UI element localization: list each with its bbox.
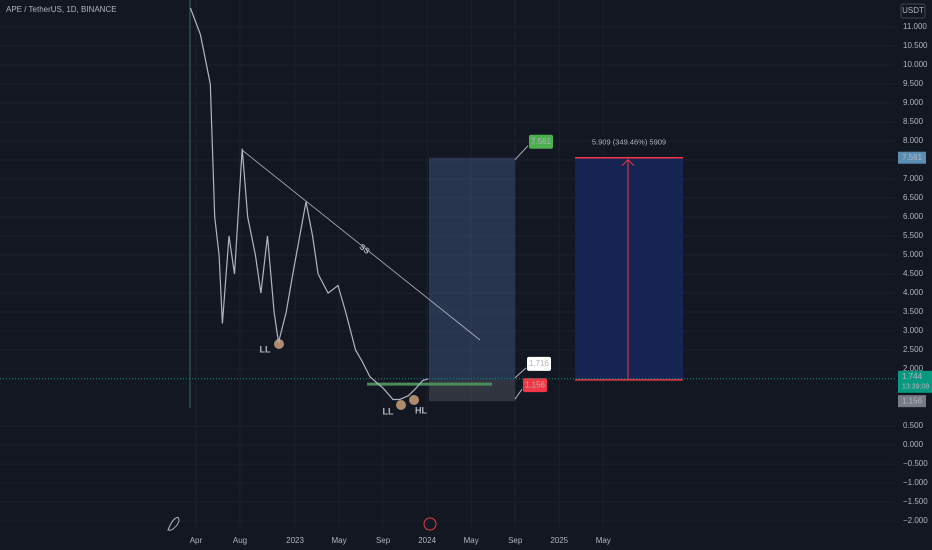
profit-zone: [429, 157, 515, 380]
leader: [514, 388, 523, 400]
y-tick-label: 10.500: [903, 41, 928, 50]
axis-tag-bg: [898, 395, 926, 408]
price-axis: 11.000 10.500 10.000 9.500 9.000 8.500 8.000 7.…: [190, 22, 932, 545]
x-tick-label: 2025: [550, 536, 568, 545]
y-tick-label: 2.000: [903, 364, 924, 373]
pivot-label: HL: [415, 405, 427, 415]
pivot-marker: [396, 400, 406, 410]
leader: [514, 145, 529, 161]
currency[interactable]: USDT: [902, 6, 924, 15]
x-tick-label: Sep: [508, 536, 523, 545]
y-tick-label: 8.000: [903, 136, 924, 145]
entry-tag: 1.716: [529, 359, 550, 368]
stop-tag-bg: [523, 378, 547, 393]
event-icon[interactable]: [423, 517, 437, 531]
measure-zone: [575, 157, 683, 380]
axis-tag: 1.156: [902, 396, 923, 405]
trend-line: [241, 149, 481, 341]
x-tick-label: May: [332, 536, 347, 545]
pivot-marker: [274, 339, 284, 349]
y-tick-label: −2.000: [903, 516, 928, 525]
currency-button[interactable]: [900, 3, 926, 19]
y-tick-label: 5.500: [903, 231, 924, 240]
target-tag-bg: [529, 134, 553, 149]
y-tick-label: −0.500: [903, 459, 928, 468]
x-tick-label: Apr: [190, 536, 203, 545]
y-tick-label: 3.500: [903, 307, 924, 316]
plot: [189, 7, 429, 401]
x-tick-label: Sep: [376, 536, 391, 545]
stop-tag: 1.156: [525, 380, 546, 389]
y-tick-label: 4.500: [903, 269, 924, 278]
y-tick-label: 3.000: [903, 326, 924, 335]
pivot-label: LL: [260, 344, 271, 354]
measure-label-bg: [590, 135, 668, 150]
chart-title: APE / TetherUS, 1D, BINANCE: [6, 5, 117, 14]
pivot-label: LL: [383, 406, 394, 416]
last-tag: 1.744: [902, 372, 923, 381]
y-tick-label: 4.000: [903, 288, 924, 297]
axis-tag-bg: [898, 151, 926, 164]
x-tick-label: May: [596, 536, 611, 545]
y-tick-label: 7.000: [903, 174, 924, 183]
pivot-marker: [409, 395, 419, 405]
x-tick-label: Aug: [233, 536, 247, 545]
leader: [514, 367, 527, 379]
y-tick-label: 11.000: [903, 22, 927, 31]
logo: [167, 516, 180, 531]
y-tick-label: 6.500: [903, 193, 924, 202]
last-tag-bg: [898, 370, 932, 393]
y-tick-label: 0.000: [903, 440, 924, 449]
y-tick-label: 5.000: [903, 250, 924, 259]
price-line: [189, 7, 429, 401]
measure-label: 5.909 (349.46%) 5909: [592, 138, 666, 147]
y-tick-label: 10.000: [903, 60, 928, 69]
y-tick-label: −1.000: [903, 478, 928, 487]
target-tag: 7.561: [531, 137, 552, 146]
y-tick-label: −1.500: [903, 497, 928, 506]
y-tick-label: 6.000: [903, 212, 924, 221]
y-tick-label: 8.500: [903, 117, 924, 126]
axis-tag: 7.561: [902, 153, 923, 162]
arrow-head: [621, 158, 635, 167]
x-tick-label: 2023: [286, 536, 304, 545]
y-tick-label: 2.500: [903, 345, 924, 354]
x-tick-label: May: [464, 536, 479, 545]
y-tick-label: 0.500: [903, 421, 924, 430]
countdown: 13:39:08: [902, 384, 929, 391]
y-tick-label: 9.500: [903, 79, 924, 88]
entry-tag-bg: [527, 356, 551, 371]
y-tick-label: 9.000: [903, 98, 924, 107]
x-tick-label: 2024: [418, 536, 436, 545]
grid: [0, 0, 895, 530]
